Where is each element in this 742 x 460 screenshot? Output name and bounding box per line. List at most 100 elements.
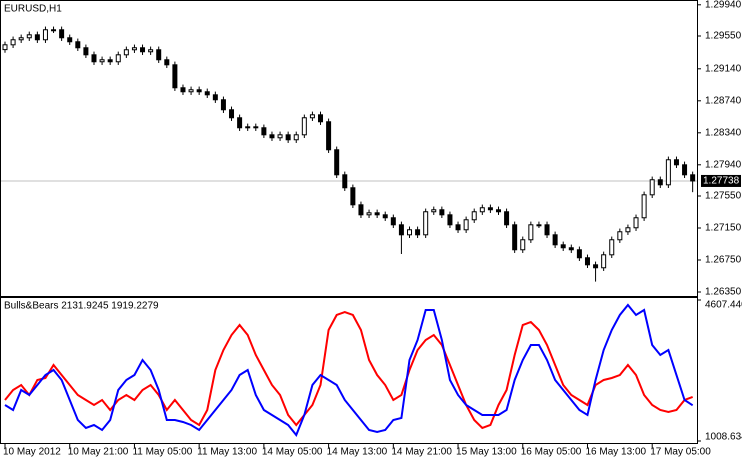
candle-body [350,187,356,206]
y-tick-label: 1008.634 [705,432,742,443]
candle-body [617,231,623,241]
candle-body [115,54,121,63]
y-tick-label: 1.29550 [705,31,742,42]
main-title: EURUSD,H1 [4,4,62,15]
candle-body [156,49,162,61]
candle-body [293,134,299,141]
indicator-panel [0,297,698,444]
candle-body [253,126,259,129]
candle-body [26,34,32,39]
candle-body [390,217,396,226]
candle-body [407,229,412,236]
y-tick-label: 1.27150 [705,223,742,234]
candle-body [220,99,226,111]
y-tick-label: 1.29940 [705,0,742,11]
candle-body [245,126,251,129]
candle-body [552,234,558,246]
candle-body [463,219,469,231]
candle-body [665,159,671,186]
candle-body [487,207,493,211]
x-tick-label: 10 May 21:00 [68,447,129,458]
candle-body [479,207,485,213]
indicator-line [4,310,693,430]
candle-body [536,224,542,227]
candle-body [649,179,655,196]
candle-body [107,59,113,63]
candle-body [690,174,696,182]
candle-body [301,117,307,136]
candle-body [528,224,534,241]
candle-body [520,239,526,251]
candle-body [641,194,647,219]
indicator-title: Bulls&Bears 2131.9245 1919.2279 [4,301,159,312]
candle-body [269,134,275,139]
candle-body [358,204,364,216]
y-tick-label: 1.28740 [705,95,742,106]
candle-body [673,159,679,166]
x-tick-label: 14 May 13:00 [327,447,388,458]
y-tick-label: 4607.440 [705,300,742,311]
candle-body [99,59,105,63]
candle-body [682,164,688,176]
candle-body [495,209,501,213]
x-tick-label: 11 May 05:00 [132,447,192,458]
candle-body [471,211,477,221]
y-tick-label: 1.29140 [705,63,742,74]
candle-body [309,114,315,119]
candle-body [439,209,445,216]
candle-body [382,214,388,219]
last-price-box [701,174,741,187]
candle-body [59,29,65,39]
candle-body [334,149,340,176]
candle-body [504,211,510,226]
candle-body [609,239,615,256]
candle-body [148,49,154,53]
y-tick-label: 1.26350 [705,287,742,298]
candle-body [196,89,202,93]
candle-body [285,134,291,141]
candle-body [188,89,194,93]
x-tick-label: 16 May 13:00 [585,447,646,458]
candle-body [398,224,404,236]
last-price-label: 1.27738 [703,176,740,187]
x-tick-label: 14 May 05:00 [262,447,323,458]
candle-body [447,214,453,226]
candle-body [342,174,348,189]
candle-body [51,29,57,32]
candle-body [326,121,332,151]
candle-body [67,37,73,43]
candle-body [164,59,170,66]
x-tick-label: 15 May 13:00 [456,447,517,458]
candle-body [584,257,590,266]
candle-body [2,44,8,51]
candle-body [633,217,639,229]
candle-body [423,211,429,236]
main-panel [0,0,698,297]
candle-body [42,29,48,41]
candle-body [657,179,663,186]
candle-body [10,39,16,46]
candle-body [131,47,137,51]
y-tick-label: 1.27550 [705,191,742,202]
candle-body [560,244,566,249]
candle-body [576,249,582,259]
candle-body [318,114,324,123]
candle-body [237,117,243,129]
x-tick-label: 11 May 13:00 [197,447,257,458]
candle-body [204,91,210,96]
candle-body [140,47,146,53]
candle-body [374,212,380,216]
indicator-line [4,303,694,437]
candle-body [229,109,235,119]
candle-body [431,209,437,213]
y-tick-label: 1.27940 [705,159,742,170]
candle-body [91,54,97,63]
x-tick-label: 17 May 05:00 [650,447,711,458]
x-tick-label: 16 May 05:00 [521,447,582,458]
candle-body [544,224,550,236]
candle-body [83,47,89,56]
candle-body [593,264,599,269]
candle-body [601,254,607,269]
